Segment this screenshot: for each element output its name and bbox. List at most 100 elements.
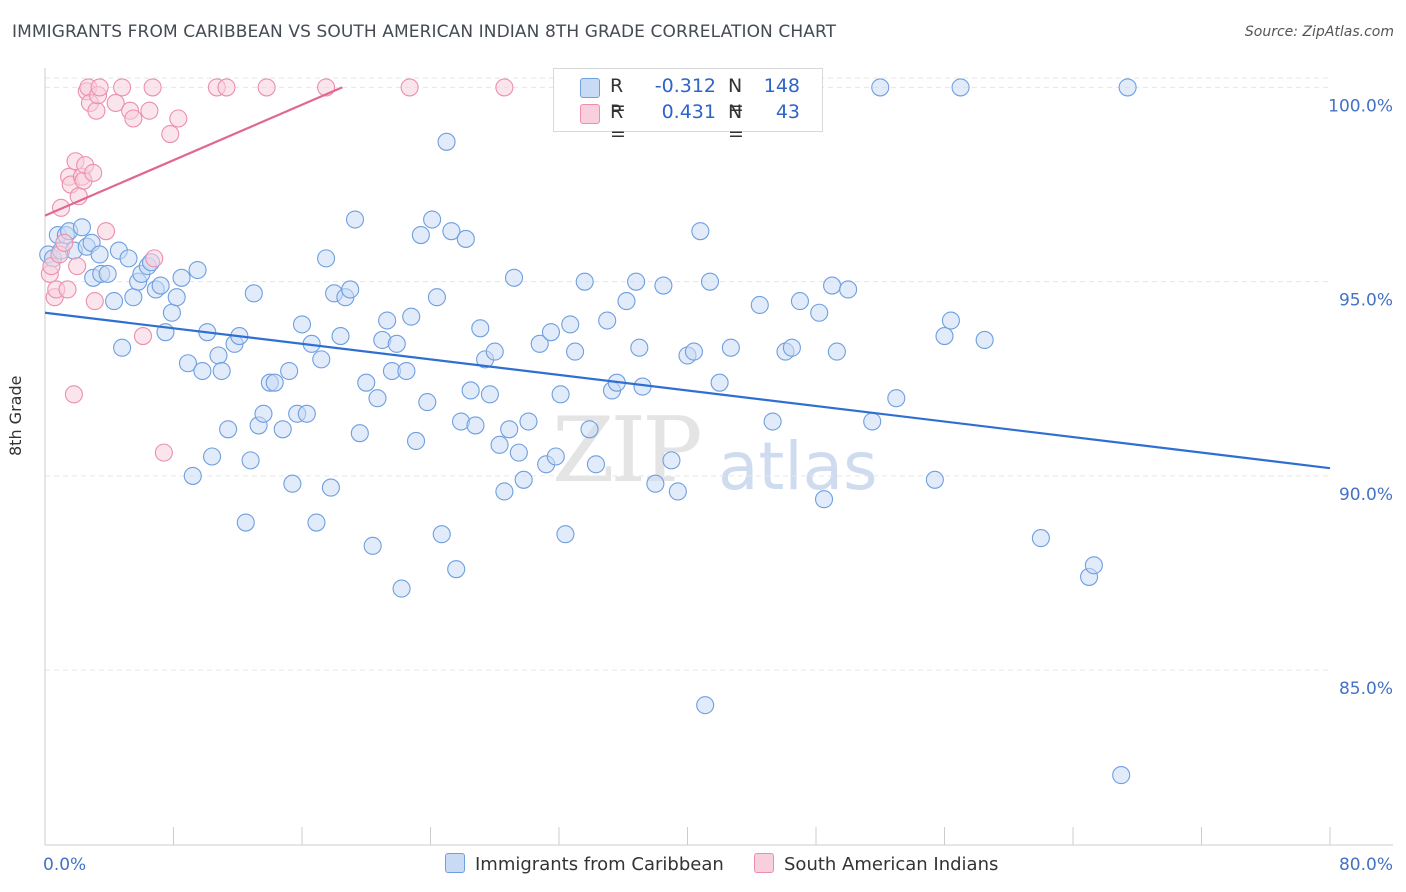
caribbean-point	[504, 268, 524, 287]
caribbean-point	[935, 327, 954, 346]
caribbean-point	[183, 466, 202, 485]
bottom-legend-caribbean[interactable]: Immigrants from Caribbean	[445, 853, 724, 875]
caribbean-point	[151, 276, 170, 295]
caribbean-point	[863, 412, 882, 431]
caribbean-point	[461, 381, 480, 400]
caribbean-point	[72, 218, 91, 237]
caribbean-point	[490, 435, 509, 454]
caribbean-point	[406, 431, 426, 451]
caribbean-point	[363, 536, 382, 555]
caribbean-point	[254, 404, 273, 423]
south-american-point	[87, 101, 106, 120]
legend-r-label: R =	[610, 101, 626, 145]
south-american-point	[96, 222, 116, 241]
caribbean-point	[105, 292, 124, 311]
caribbean-point	[630, 338, 649, 357]
caribbean-point	[561, 315, 580, 334]
y-tick-label: 90.0%	[1339, 485, 1393, 505]
caribbean-point	[662, 451, 681, 470]
chart-title: IMMIGRANTS FROM CARIBBEAN VS SOUTH AMERI…	[12, 22, 837, 42]
data-points	[39, 78, 1137, 785]
legend-r-value: -0.312	[654, 75, 716, 97]
caribbean-point	[509, 443, 528, 462]
legend-label-south-american: South American Indians	[784, 854, 999, 875]
caribbean-point	[418, 393, 437, 412]
caribbean-point	[178, 354, 198, 373]
caribbean-point	[265, 373, 284, 392]
caribbean-point	[90, 245, 109, 264]
caribbean-point	[172, 268, 191, 287]
legend-swatch-caribbean	[445, 853, 465, 873]
caribbean-point	[700, 272, 720, 291]
x-tick-label-max: 80.0%	[1339, 855, 1393, 875]
caribbean-point	[586, 455, 605, 474]
caribbean-point	[519, 412, 538, 431]
south-american-point	[64, 385, 83, 404]
south-american-point	[145, 249, 164, 268]
caribbean-point	[941, 311, 960, 330]
caribbean-point	[212, 361, 231, 381]
trend-lines	[44, 86, 1331, 470]
caribbean-point	[951, 78, 970, 97]
south-american-point	[169, 109, 188, 128]
tick-labels: 85.0% 90.0% 95.0% 100.0% 0.0% 80.0%	[43, 96, 1393, 875]
caribbean-point	[280, 361, 299, 381]
legend-n-label: N =	[728, 101, 744, 145]
caribbean-point	[297, 404, 316, 423]
caribbean-point	[307, 513, 326, 532]
caribbean-point	[580, 420, 599, 439]
caribbean-point	[541, 323, 561, 342]
caribbean-point	[551, 385, 570, 404]
caribbean-point	[273, 420, 292, 439]
axes	[44, 68, 1393, 846]
south-american-point	[124, 109, 143, 128]
south-american-point	[58, 280, 77, 299]
caribbean-point	[397, 361, 416, 381]
caribbean-point	[654, 276, 673, 295]
caribbean-point	[790, 292, 809, 311]
caribbean-point	[514, 470, 533, 489]
south-american-point	[133, 327, 153, 346]
caribbean-point	[292, 315, 312, 334]
caribbean-trend-line	[44, 311, 1331, 470]
caribbean-point	[839, 280, 858, 299]
legend-r-value: 0.431	[661, 101, 716, 123]
caribbean-point	[871, 78, 890, 97]
legend-label-caribbean: Immigrants from Caribbean	[475, 854, 724, 875]
south-american-point	[143, 78, 162, 97]
caribbean-point	[1112, 766, 1131, 785]
caribbean-point	[1084, 556, 1103, 575]
bottom-legend-south-american[interactable]: South American Indians	[754, 853, 998, 875]
caribbean-point	[209, 346, 228, 365]
caribbean-point	[387, 334, 406, 353]
south-american-point	[85, 292, 104, 311]
caribbean-point	[167, 288, 186, 307]
y-tick-label: 85.0%	[1339, 679, 1393, 699]
caribbean-point	[411, 226, 430, 245]
caribbean-point	[193, 361, 212, 381]
caribbean-point	[321, 478, 340, 497]
caribbean-point	[471, 319, 490, 338]
south-american-point	[55, 233, 74, 252]
caribbean-point	[566, 342, 585, 361]
south-american-point	[84, 163, 103, 182]
caribbean-point	[495, 482, 514, 501]
caribbean-point	[480, 385, 499, 404]
watermark-atlas: atlas	[718, 428, 878, 505]
caribbean-point	[810, 303, 829, 322]
x-tick-label-min: 0.0%	[43, 855, 86, 875]
caribbean-point	[823, 276, 842, 295]
caribbean-point	[530, 334, 549, 353]
caribbean-point	[162, 303, 181, 322]
caribbean-point	[317, 249, 336, 268]
legend-n-label: N =	[728, 75, 744, 119]
caribbean-point	[392, 579, 411, 598]
caribbean-point	[188, 260, 207, 280]
caribbean-point	[975, 330, 994, 350]
south-american-point	[90, 78, 109, 97]
caribbean-point	[345, 210, 365, 229]
caribbean-point	[368, 389, 387, 408]
south-american-trend-line	[44, 86, 343, 217]
caribbean-point	[598, 311, 617, 330]
y-tick-label: 95.0%	[1339, 291, 1393, 311]
